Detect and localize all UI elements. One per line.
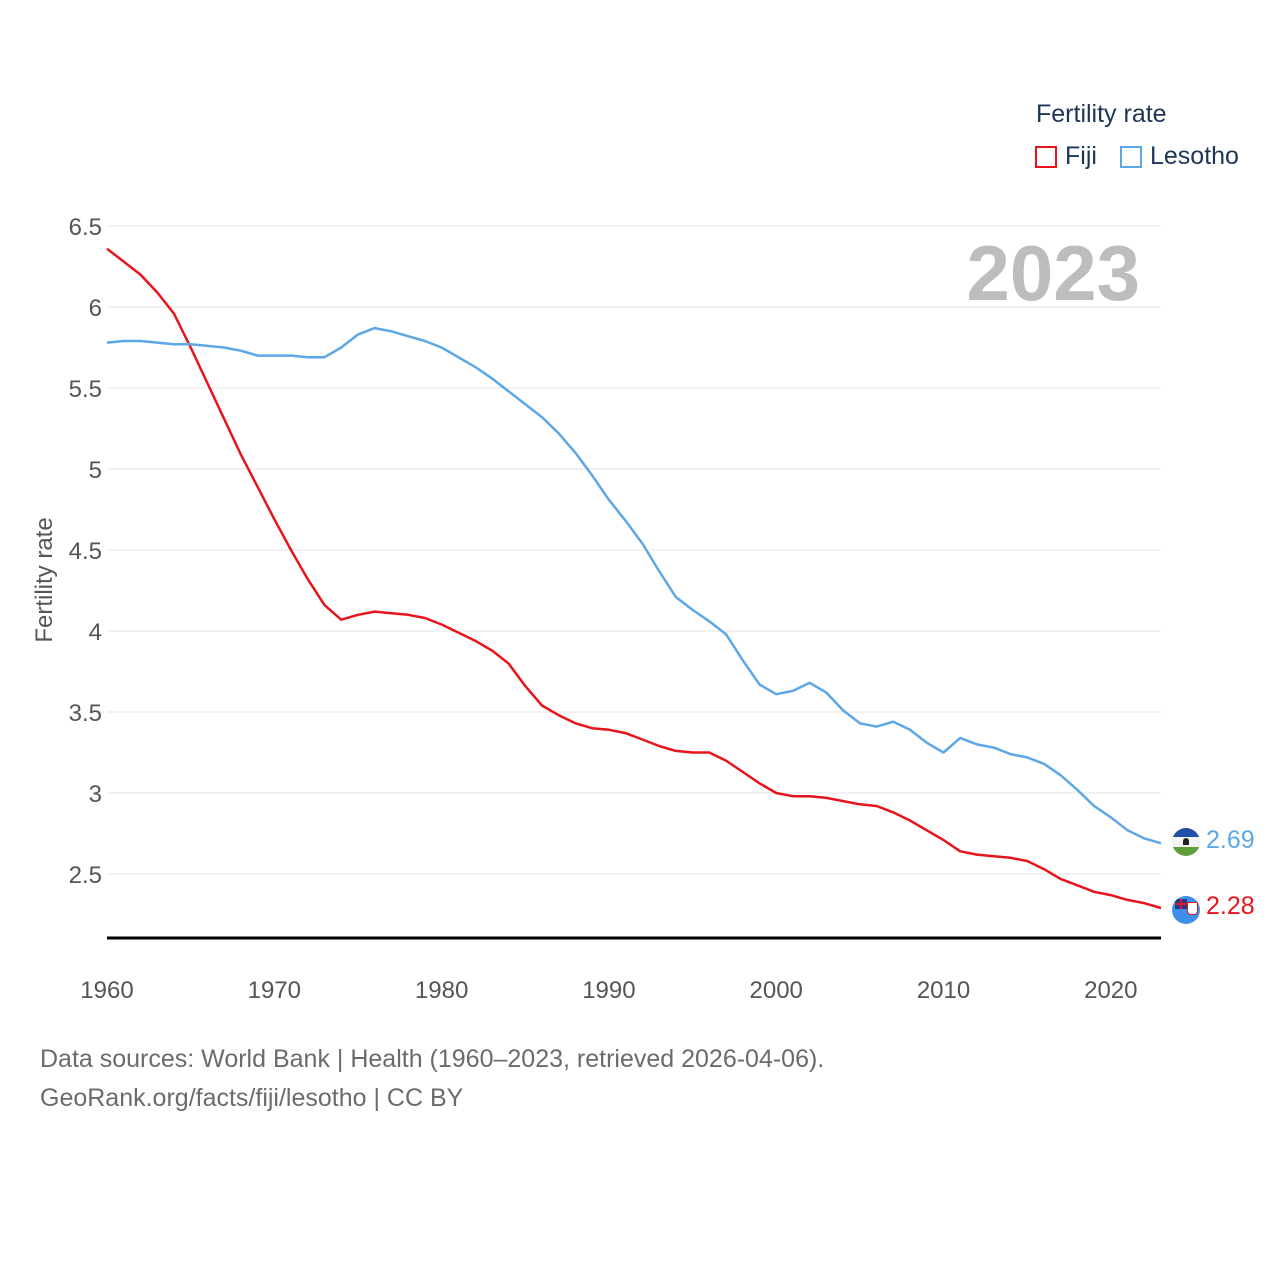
legend-swatch-fiji [1035, 145, 1057, 168]
attribution-link[interactable]: GeoRank.org/facts/fiji/lesotho | CC BY [40, 1084, 464, 1112]
series-lines [106, 247, 1162, 910]
x-tick-label: 1970 [248, 977, 301, 1004]
fiji-flag-icon [1172, 896, 1200, 924]
y-tick-label: 6.5 [69, 214, 102, 241]
x-tick-label: 2010 [917, 977, 970, 1004]
legend-label-lesotho: Lesotho [1150, 142, 1239, 170]
lesotho-end-value: 2.69 [1206, 826, 1255, 854]
x-tick-label: 1980 [415, 977, 468, 1004]
fiji-end-value: 2.28 [1206, 892, 1255, 920]
y-axis-label: Fertility rate [31, 517, 58, 642]
legend-item-lesotho[interactable]: Lesotho [1120, 142, 1239, 171]
x-tick-label: 1990 [582, 977, 635, 1004]
y-tick-label: 4 [89, 619, 102, 646]
x-tick-label: 1960 [80, 977, 133, 1004]
gridlines [107, 225, 1161, 875]
legend-label-fiji: Fiji [1065, 142, 1097, 170]
x-tick-label: 2000 [750, 977, 803, 1004]
y-tick-label: 5.5 [69, 376, 102, 403]
y-tick-label: 6 [89, 295, 102, 322]
legend-title: Fertility rate [1036, 100, 1167, 128]
y-tick-label: 3.5 [69, 700, 102, 727]
y-tick-label: 5 [89, 457, 102, 484]
series-line-fiji[interactable] [106, 247, 1162, 910]
x-tick-label: 2020 [1084, 977, 1137, 1004]
current-year-label: 2023 [966, 229, 1140, 317]
y-tick-label: 2.5 [69, 862, 102, 889]
x-axis-ticks: 1960 1970 1980 1990 2000 2010 2020 [80, 977, 1137, 1004]
y-tick-label: 3 [89, 781, 102, 808]
series-line-lesotho[interactable] [106, 326, 1162, 845]
y-tick-label: 4.5 [69, 538, 102, 565]
y-axis-ticks: 6.5 6 5.5 5 4.5 4 3.5 3 2.5 [69, 214, 102, 889]
data-source-text: Data sources: World Bank | Health (1960–… [40, 1045, 825, 1073]
legend-swatch-lesotho [1120, 145, 1142, 168]
lesotho-flag-icon [1172, 828, 1200, 856]
legend-item-fiji[interactable]: Fiji [1035, 142, 1097, 171]
